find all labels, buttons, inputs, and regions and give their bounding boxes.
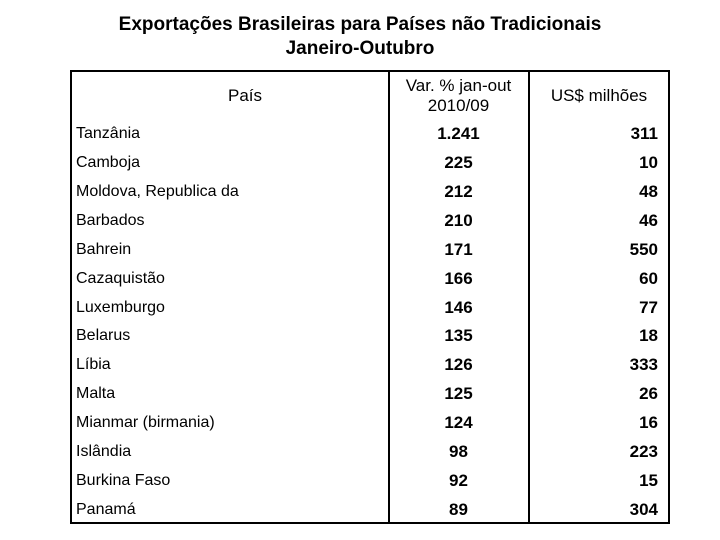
variation-cell: 1.241 — [437, 124, 480, 143]
country-cell: Islândia — [76, 443, 132, 460]
country-cell: Tanzânia — [76, 125, 141, 142]
usd-cell: 10 — [639, 153, 658, 172]
variation-cell: 171 — [444, 240, 473, 259]
table-row: Islândia 98 223 — [0, 437, 720, 466]
country-cell: Barbados — [76, 212, 145, 229]
usd-cell: 46 — [639, 211, 658, 230]
usd-cell: 223 — [629, 442, 658, 461]
table-row: Líbia 126 333 — [0, 350, 720, 379]
variation-cell: 98 — [449, 442, 468, 461]
variation-cell: 166 — [444, 269, 473, 288]
table-row: Barbados 210 46 — [0, 206, 720, 235]
usd-cell: 15 — [639, 471, 658, 490]
usd-cell: 26 — [639, 384, 658, 403]
table-row: Moldova, Republica da 212 48 — [0, 177, 720, 206]
country-cell: Líbia — [76, 356, 111, 373]
title-line-1: Exportações Brasileiras para Países não … — [118, 14, 602, 35]
usd-cell: 18 — [639, 326, 658, 345]
column-divider-2 — [528, 70, 530, 524]
page-title: Exportações Brasileiras para Países não … — [0, 13, 720, 61]
variation-cell: 212 — [444, 182, 473, 201]
data-table — [70, 70, 670, 524]
table-row: Camboja 225 10 — [0, 148, 720, 177]
column-divider-1 — [388, 70, 390, 524]
variation-cell: 210 — [444, 211, 473, 230]
header-country: País — [227, 86, 263, 105]
table-row: Tanzânia 1.241 311 — [0, 119, 720, 148]
usd-cell: 48 — [639, 182, 658, 201]
table-right-border — [668, 70, 670, 524]
usd-cell: 550 — [629, 240, 658, 259]
header-var: Var. % jan-out 2010/09 — [390, 76, 527, 116]
usd-cell: 77 — [639, 298, 658, 317]
country-cell: Malta — [76, 385, 116, 402]
usd-cell: 60 — [639, 269, 658, 288]
variation-cell: 125 — [444, 384, 473, 403]
country-cell: Luxemburgo — [76, 299, 165, 316]
variation-cell: 92 — [449, 471, 468, 490]
country-cell: Camboja — [76, 154, 141, 171]
title-line-2: Janeiro-Outubro — [285, 38, 435, 59]
country-cell: Cazaquistão — [76, 270, 165, 287]
country-cell: Belarus — [76, 327, 131, 344]
table-row: Malta 125 26 — [0, 379, 720, 408]
variation-cell: 135 — [444, 326, 473, 345]
header-usd: US$ milhões — [550, 86, 648, 105]
table-row: Cazaquistão 166 60 — [0, 264, 720, 293]
variation-cell: 89 — [449, 500, 468, 519]
usd-cell: 304 — [629, 500, 658, 519]
country-cell: Panamá — [76, 501, 136, 518]
header-var-line-1: Var. % jan-out — [405, 76, 512, 95]
country-cell: Moldova, Republica da — [76, 183, 239, 200]
header-var-line-2: 2010/09 — [427, 96, 490, 115]
usd-cell: 16 — [639, 413, 658, 432]
variation-cell: 124 — [444, 413, 473, 432]
table-row: Mianmar (birmania) 124 16 — [0, 408, 720, 437]
table-row: Luxemburgo 146 77 — [0, 293, 720, 322]
table-row: Burkina Faso 92 15 — [0, 466, 720, 495]
table-row: Bahrein 171 550 — [0, 235, 720, 264]
country-cell: Bahrein — [76, 241, 132, 258]
variation-cell: 225 — [444, 153, 473, 172]
table-row: Panamá 89 304 — [0, 495, 720, 524]
table-row: Belarus 135 18 — [0, 321, 720, 350]
usd-cell: 311 — [630, 124, 658, 143]
variation-cell: 146 — [444, 298, 473, 317]
usd-cell: 333 — [629, 355, 658, 374]
variation-cell: 126 — [444, 355, 473, 374]
country-cell: Mianmar (birmania) — [76, 414, 215, 431]
country-cell: Burkina Faso — [76, 472, 171, 489]
